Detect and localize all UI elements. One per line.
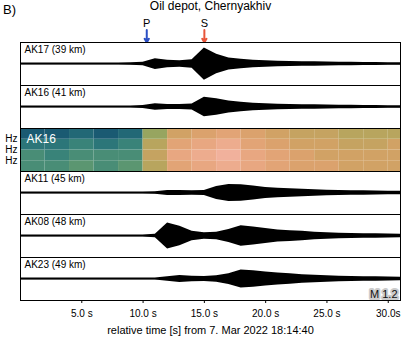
svg-text:AK16 (41 km): AK16 (41 km) xyxy=(25,87,86,98)
svg-text:M 1.2: M 1.2 xyxy=(370,288,398,300)
svg-text:P: P xyxy=(143,17,150,29)
html-text:B): B) xyxy=(3,2,16,17)
svg-text:AK17 (39 km): AK17 (39 km) xyxy=(25,44,86,55)
svg-text:Hz: Hz xyxy=(5,144,17,155)
svg-text:Hz: Hz xyxy=(5,155,17,166)
svg-text:AK23 (49 km): AK23 (49 km) xyxy=(25,259,86,270)
svg-text:30.0s: 30.0s xyxy=(376,308,400,319)
svg-text:Hz: Hz xyxy=(5,133,17,144)
svg-text:25.0 s: 25.0 s xyxy=(313,308,340,319)
svg-text:relative time [s] from 7. Mar: relative time [s] from 7. Mar 2022 18:14… xyxy=(107,324,314,336)
svg-text:5.0 s: 5.0 s xyxy=(71,308,93,319)
svg-text:15.0 s: 15.0 s xyxy=(191,308,218,319)
svg-text:20.0 s: 20.0 s xyxy=(252,308,279,319)
svg-text:Oil depot, Chernyakhiv: Oil depot, Chernyakhiv xyxy=(150,0,271,13)
svg-text:AK16: AK16 xyxy=(27,132,57,146)
svg-text:S: S xyxy=(201,17,208,29)
svg-text:AK08 (48 km): AK08 (48 km) xyxy=(25,216,86,227)
svg-text:10.0 s: 10.0 s xyxy=(129,308,156,319)
svg-text:AK11 (45 km): AK11 (45 km) xyxy=(25,173,85,184)
